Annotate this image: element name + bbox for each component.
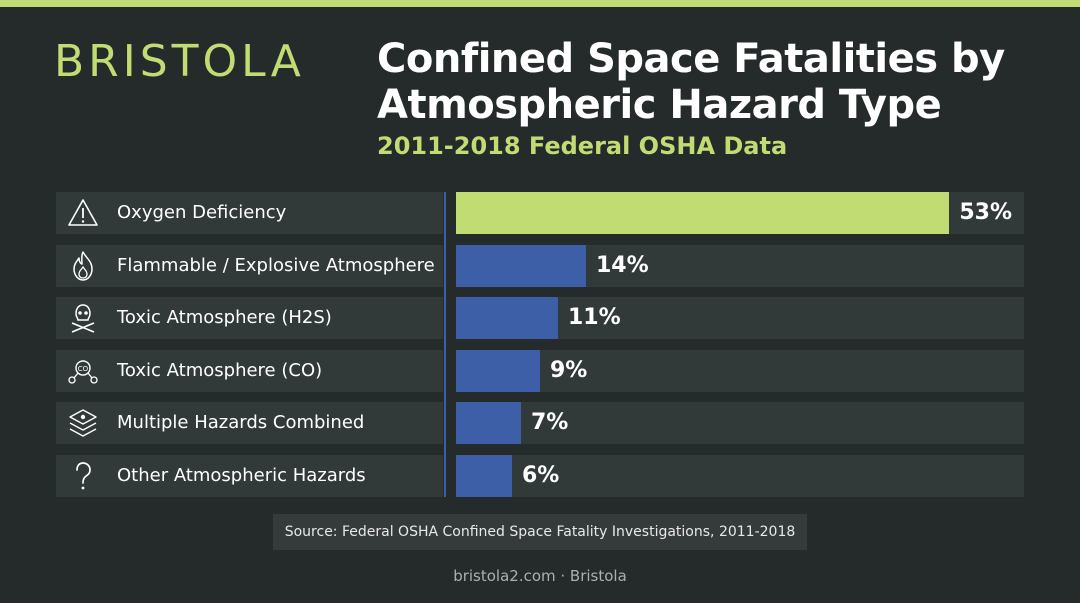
bar xyxy=(456,297,558,340)
bar-track: 9% xyxy=(456,349,1024,392)
bar-track: 14% xyxy=(456,244,1024,287)
flame-icon xyxy=(73,250,93,281)
co-molecule-icon: CO xyxy=(68,360,98,384)
skull-crossbones-icon xyxy=(71,304,95,333)
chart-title: Confined Space Fatalities by Atmospheric… xyxy=(377,36,1067,128)
category-cell: Oxygen Deficiency xyxy=(56,192,443,234)
data-label: 11% xyxy=(568,305,621,331)
bar-row: CO Toxic Atmosphere (CO) 9% xyxy=(56,349,1024,392)
footer-credit: bristola2.com · Bristola xyxy=(453,567,627,585)
layers-hazard-icon xyxy=(69,409,97,438)
bar xyxy=(456,455,512,497)
data-label: 53% xyxy=(959,200,1012,225)
category-label: Multiple Hazards Combined xyxy=(117,412,365,434)
category-cell: Flammable / Explosive Atmosphere xyxy=(56,244,443,287)
bar xyxy=(456,192,949,234)
category-label: Other Atmospheric Hazards xyxy=(117,465,366,486)
category-label: Oxygen Deficiency xyxy=(117,202,287,223)
data-label: 6% xyxy=(522,463,560,488)
category-label: Flammable / Explosive Atmosphere xyxy=(117,254,435,276)
bar-row: Other Atmospheric Hazards 6% xyxy=(56,455,1024,497)
bar-row: Flammable / Explosive Atmosphere 14% xyxy=(56,244,1024,287)
category-cell: Toxic Atmosphere (H2S) xyxy=(56,297,443,340)
title-line-1: Confined Space Fatalities by xyxy=(377,36,1005,82)
bar-track: 7% xyxy=(456,402,1024,445)
question-icon xyxy=(76,462,91,490)
svg-text:CO: CO xyxy=(78,365,89,373)
data-label: 7% xyxy=(531,410,569,436)
data-label: 9% xyxy=(550,357,588,383)
category-cell: Multiple Hazards Combined xyxy=(56,402,443,445)
bar-row: Oxygen Deficiency 53% xyxy=(56,192,1024,234)
brand-logo: BRISTOLA xyxy=(54,36,305,87)
bar xyxy=(456,349,540,392)
bar-track: 53% xyxy=(456,192,1024,234)
category-label: Toxic Atmosphere (H2S) xyxy=(117,307,332,329)
top-accent-bar xyxy=(0,0,1080,7)
bar xyxy=(456,402,521,445)
axis-divider xyxy=(444,192,446,497)
title-line-2: Atmospheric Hazard Type xyxy=(377,82,942,128)
source-note: Source: Federal OSHA Confined Space Fata… xyxy=(273,514,807,550)
bar xyxy=(456,244,586,287)
category-cell: CO Toxic Atmosphere (CO) xyxy=(56,349,443,392)
bar-track: 6% xyxy=(456,455,1024,497)
category-label: Toxic Atmosphere (CO) xyxy=(117,359,323,381)
category-cell: Other Atmospheric Hazards xyxy=(56,455,443,497)
data-label: 14% xyxy=(596,252,649,278)
bar-row: Multiple Hazards Combined 7% xyxy=(56,402,1024,445)
chart-subtitle: 2011-2018 Federal OSHA Data xyxy=(377,132,788,160)
warning-icon xyxy=(68,199,98,226)
bar-row: Toxic Atmosphere (H2S) 11% xyxy=(56,297,1024,340)
bar-track: 11% xyxy=(456,297,1024,340)
